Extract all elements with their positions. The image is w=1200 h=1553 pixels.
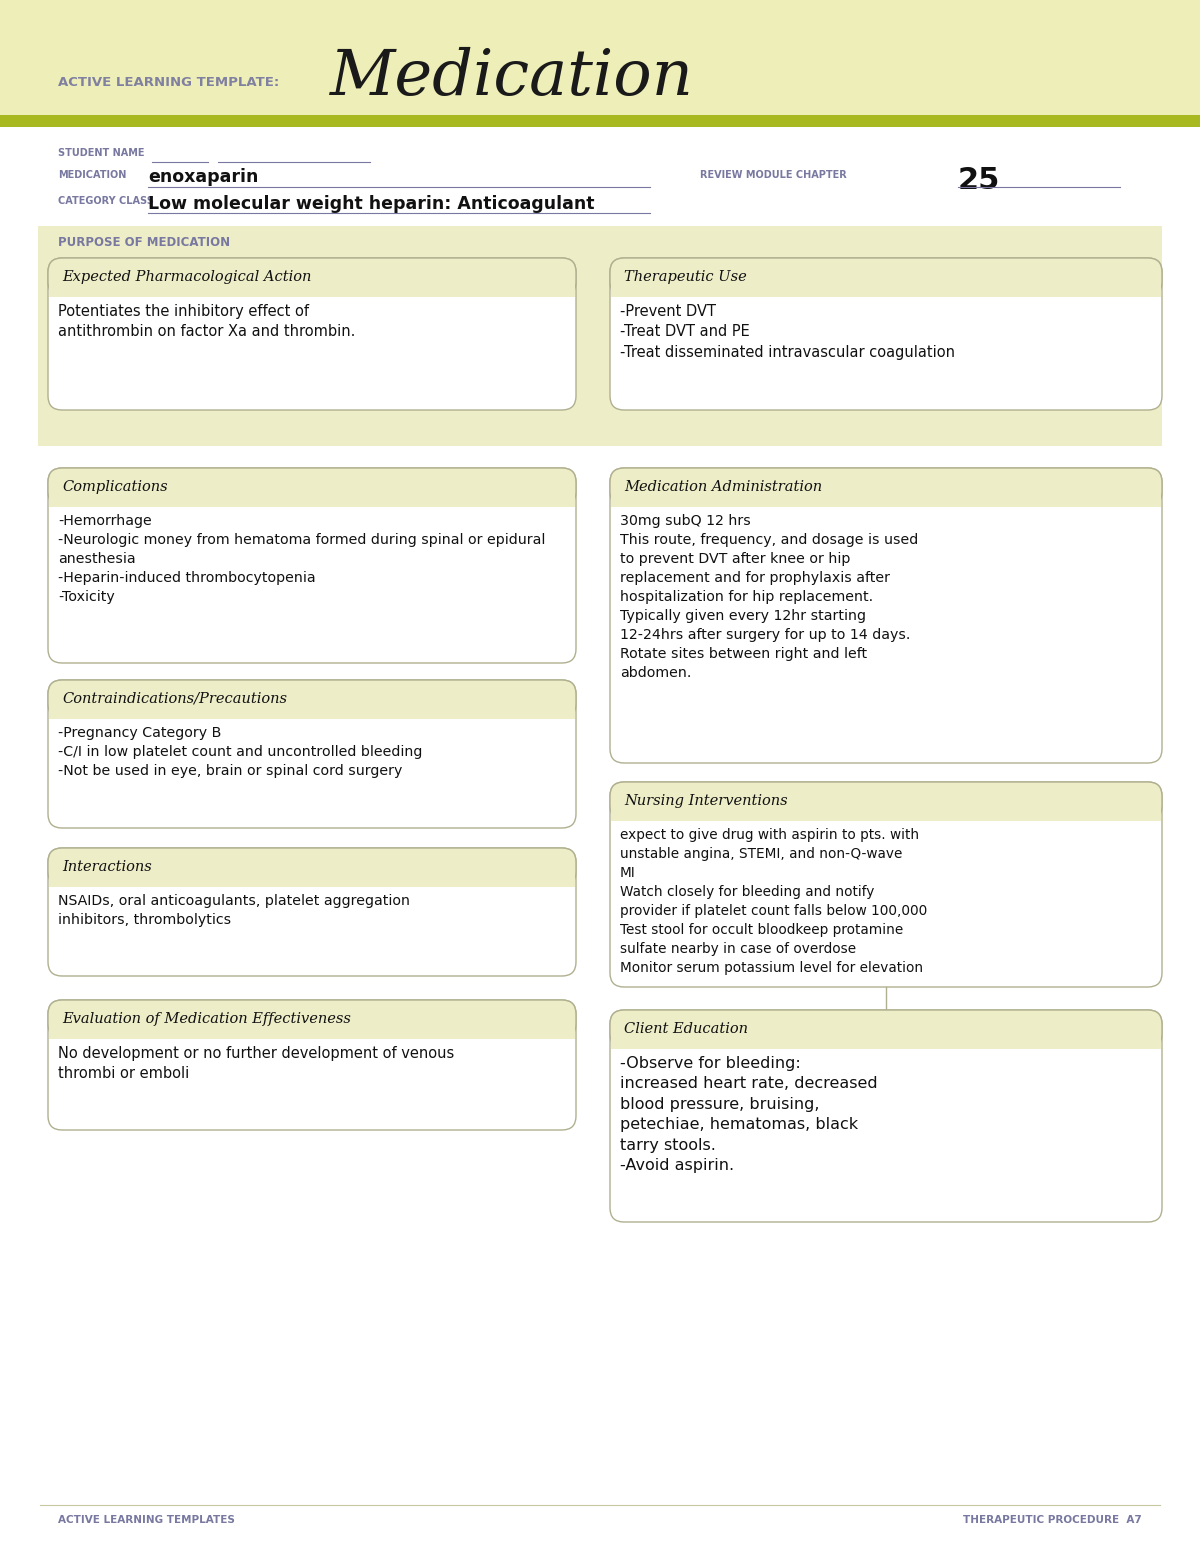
Text: THERAPEUTIC PROCEDURE  A7: THERAPEUTIC PROCEDURE A7 (964, 1516, 1142, 1525)
Text: Expected Pharmacological Action: Expected Pharmacological Action (62, 270, 311, 284)
Text: -Prevent DVT
-Treat DVT and PE
-Treat disseminated intravascular coagulation: -Prevent DVT -Treat DVT and PE -Treat di… (620, 304, 955, 360)
FancyBboxPatch shape (48, 467, 576, 663)
FancyBboxPatch shape (48, 848, 576, 975)
Text: enoxaparin: enoxaparin (148, 168, 258, 186)
Bar (0, 115, 1200, 127)
FancyBboxPatch shape (610, 258, 1162, 297)
Text: Potentiates the inhibitory effect of
antithrombin on factor Xa and thrombin.: Potentiates the inhibitory effect of ant… (58, 304, 355, 340)
Text: Nursing Interventions: Nursing Interventions (624, 794, 787, 808)
Bar (0, 0, 1200, 118)
FancyBboxPatch shape (610, 258, 1162, 410)
Text: -Hemorrhage
-Neurologic money from hematoma formed during spinal or epidural
ane: -Hemorrhage -Neurologic money from hemat… (58, 514, 545, 604)
Text: Complications: Complications (62, 480, 168, 494)
Text: -Observe for bleeding:
increased heart rate, decreased
blood pressure, bruising,: -Observe for bleeding: increased heart r… (620, 1056, 877, 1173)
Bar (38, 227, 1162, 446)
Text: REVIEW MODULE CHAPTER: REVIEW MODULE CHAPTER (700, 169, 847, 180)
Text: MEDICATION: MEDICATION (58, 169, 126, 180)
Text: Client Education: Client Education (624, 1022, 748, 1036)
FancyBboxPatch shape (48, 680, 576, 828)
Text: Evaluation of Medication Effectiveness: Evaluation of Medication Effectiveness (62, 1013, 350, 1027)
FancyBboxPatch shape (48, 680, 576, 717)
Bar (611, 283, 1162, 297)
Text: ACTIVE LEARNING TEMPLATES: ACTIVE LEARNING TEMPLATES (58, 1516, 235, 1525)
Bar (49, 704, 575, 719)
FancyBboxPatch shape (610, 783, 1162, 820)
FancyBboxPatch shape (48, 1000, 576, 1131)
Text: expect to give drug with aspirin to pts. with
unstable angina, STEMI, and non-Q-: expect to give drug with aspirin to pts.… (620, 828, 928, 975)
Text: Medication: Medication (330, 47, 694, 109)
Text: Low molecular weight heparin: Anticoagulant: Low molecular weight heparin: Anticoagul… (148, 196, 594, 213)
Bar (611, 806, 1162, 822)
FancyBboxPatch shape (48, 258, 576, 410)
FancyBboxPatch shape (48, 1000, 576, 1037)
Text: 25: 25 (958, 166, 1001, 196)
Text: 30mg subQ 12 hrs
This route, frequency, and dosage is used
to prevent DVT after : 30mg subQ 12 hrs This route, frequency, … (620, 514, 918, 680)
FancyBboxPatch shape (610, 1009, 1162, 1048)
Text: STUDENT NAME: STUDENT NAME (58, 148, 144, 158)
Text: CATEGORY CLASS: CATEGORY CLASS (58, 196, 154, 207)
FancyBboxPatch shape (48, 848, 576, 887)
Text: Interactions: Interactions (62, 860, 151, 874)
Bar (49, 283, 575, 297)
Text: No development or no further development of venous
thrombi or emboli: No development or no further development… (58, 1047, 455, 1081)
Bar (611, 1034, 1162, 1048)
Text: Therapeutic Use: Therapeutic Use (624, 270, 746, 284)
Text: -Pregnancy Category B
-C/I in low platelet count and uncontrolled bleeding
-Not : -Pregnancy Category B -C/I in low platel… (58, 725, 422, 778)
Text: Medication Administration: Medication Administration (624, 480, 822, 494)
FancyBboxPatch shape (48, 467, 576, 506)
FancyBboxPatch shape (48, 258, 576, 297)
Bar (49, 871, 575, 887)
Bar (611, 492, 1162, 506)
FancyBboxPatch shape (610, 467, 1162, 763)
Text: PURPOSE OF MEDICATION: PURPOSE OF MEDICATION (58, 236, 230, 248)
Text: NSAIDs, oral anticoagulants, platelet aggregation
inhibitors, thrombolytics: NSAIDs, oral anticoagulants, platelet ag… (58, 895, 410, 927)
Text: Contraindications/Precautions: Contraindications/Precautions (62, 693, 287, 707)
Bar (49, 1023, 575, 1039)
FancyBboxPatch shape (610, 783, 1162, 988)
FancyBboxPatch shape (610, 467, 1162, 506)
FancyBboxPatch shape (610, 1009, 1162, 1222)
Bar (49, 492, 575, 506)
Text: ACTIVE LEARNING TEMPLATE:: ACTIVE LEARNING TEMPLATE: (58, 76, 280, 89)
